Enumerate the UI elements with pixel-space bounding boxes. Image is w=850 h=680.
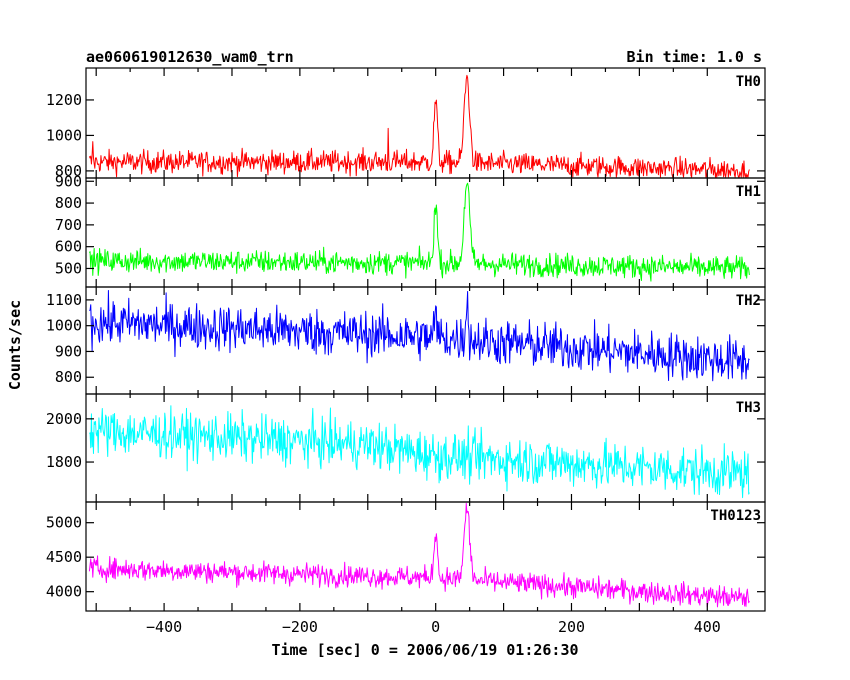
series-line-th1 [88, 182, 750, 282]
panel-th1: 500 600 700 800 900 TH1 [55, 172, 766, 288]
y-tick-label: 1000 [46, 317, 82, 335]
x-axis-title: Time [sec] 0 = 2006/06/19 01:26:30 [271, 641, 578, 659]
panel-label: TH3 [736, 400, 761, 416]
x-tick-label: −400 [146, 618, 182, 636]
series-line-th3 [89, 405, 750, 499]
panel-label: TH0123 [710, 508, 761, 524]
panel-label: TH2 [736, 293, 761, 309]
x-tick-label: 0 [431, 618, 440, 636]
panels-group: 80010001200TH0500600700800900TH180090010… [46, 67, 766, 612]
y-tick-label: 900 [55, 342, 82, 360]
y-tick-label: 1200 [46, 91, 82, 109]
x-axis: −400 −200 0 200 400 [146, 618, 721, 636]
panel-label: TH0 [736, 74, 761, 90]
y-tick-label: 4000 [46, 583, 82, 601]
y-tick-label: 800 [55, 162, 82, 180]
series-line-th0 [88, 74, 750, 178]
panel-th2: 800 900 1000 1100 TH2 [46, 286, 766, 395]
y-tick-label: 1100 [46, 291, 82, 309]
panel-th3: 1800 2000 TH3 [46, 393, 766, 503]
panel-frame [85, 501, 766, 612]
panel-th0123: 4000 4500 5000 TH0123 [46, 501, 766, 612]
y-tick-label: 800 [55, 368, 82, 386]
plot-title: ae060619012630_wam0_trn [86, 48, 294, 66]
y-tick-label: 500 [55, 259, 82, 277]
y-axis-title: Counts/sec [6, 300, 24, 390]
bin-time-label: Bin time: 1.0 s [627, 48, 762, 66]
y-tick-label: 1800 [46, 453, 82, 471]
x-tick-label: 400 [694, 618, 721, 636]
x-tick-label: 200 [558, 618, 585, 636]
y-tick-label: 900 [55, 172, 82, 190]
series-line-th2 [89, 289, 750, 382]
panel-th0: 800 1000 1200 TH0 [46, 67, 766, 180]
panel-frame [85, 177, 766, 288]
series-line-th0123 [88, 502, 750, 608]
panel-label: TH1 [736, 184, 761, 200]
x-tick-label: −200 [282, 618, 318, 636]
y-tick-label: 1000 [46, 126, 82, 144]
y-tick-label: 600 [55, 238, 82, 256]
y-tick-label: 700 [55, 216, 82, 234]
y-tick-label: 4500 [46, 548, 82, 566]
y-tick-label: 2000 [46, 410, 82, 428]
y-tick-label: 800 [55, 194, 82, 212]
y-tick-label: 5000 [46, 514, 82, 532]
